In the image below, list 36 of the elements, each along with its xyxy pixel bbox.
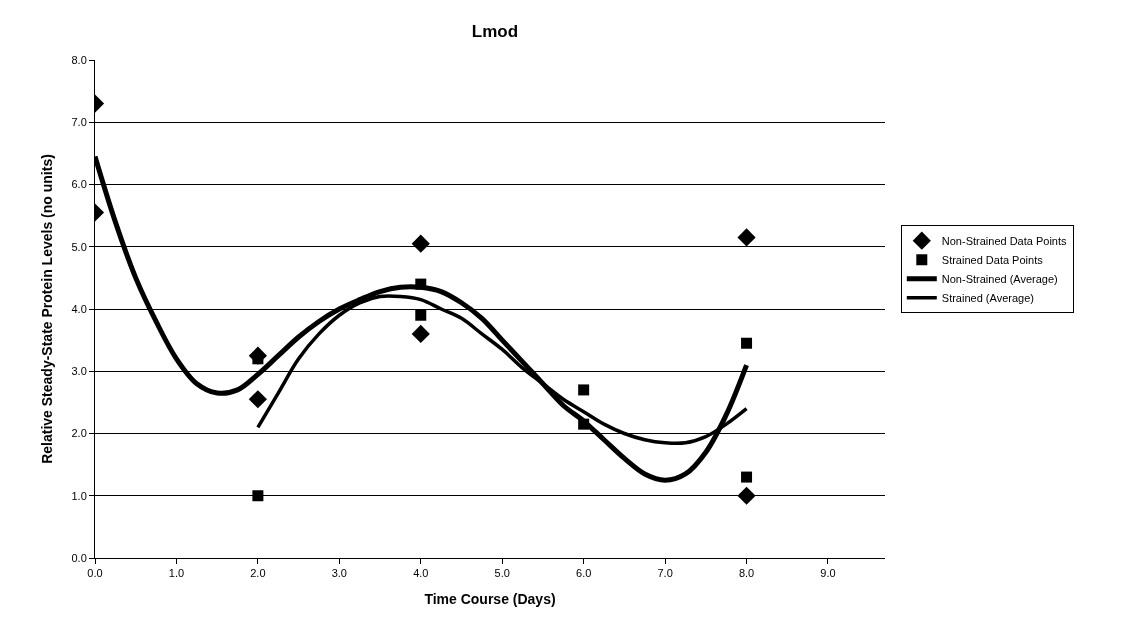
- y-tick-label: 8.0: [71, 53, 87, 66]
- point: [741, 471, 753, 483]
- legend-label: Strained Data Points: [941, 253, 1044, 266]
- x-tick-label: 7.0: [657, 567, 673, 580]
- y-tick-label: 7.0: [71, 116, 87, 129]
- x-tick-label: 0.0: [87, 567, 103, 580]
- x-tick-label: 8.0: [738, 567, 755, 580]
- point: [248, 390, 267, 409]
- point: [737, 486, 756, 505]
- point: [578, 384, 590, 396]
- legend-label: Non-Strained Data Points: [941, 234, 1068, 247]
- point: [411, 234, 430, 253]
- point: [252, 490, 264, 502]
- legend-label: Strained (Average): [941, 291, 1034, 304]
- x-tick-label: 6.0: [576, 567, 592, 580]
- x-axis-title: Time Course (Days): [424, 590, 556, 607]
- y-tick-label: 4.0: [71, 302, 87, 315]
- point: [415, 309, 427, 321]
- x-tick-label: 5.0: [494, 567, 510, 580]
- chart-title: Lmod: [471, 21, 519, 41]
- y-tick-label: 2.0: [71, 427, 87, 440]
- y-tick-label: 3.0: [71, 365, 87, 378]
- x-tick-label: 1.0: [168, 567, 185, 580]
- x-tick-label: 3.0: [331, 567, 347, 580]
- y-tick-label: 1.0: [71, 489, 87, 502]
- y-tick-label: 0.0: [71, 551, 87, 564]
- y-tick-label: 5.0: [71, 240, 87, 253]
- y-axis-title: Relative Steady-State Protein Levels (no units): [39, 154, 56, 464]
- x-tick-label: 4.0: [413, 567, 429, 580]
- point: [737, 228, 756, 247]
- point: [411, 324, 430, 343]
- legend-label: Non-Strained (Average): [941, 272, 1058, 285]
- y-tick-label: 6.0: [71, 178, 87, 191]
- x-tick-label: 9.0: [820, 567, 836, 580]
- x-tick-label: 2.0: [250, 567, 266, 580]
- point: [741, 337, 753, 349]
